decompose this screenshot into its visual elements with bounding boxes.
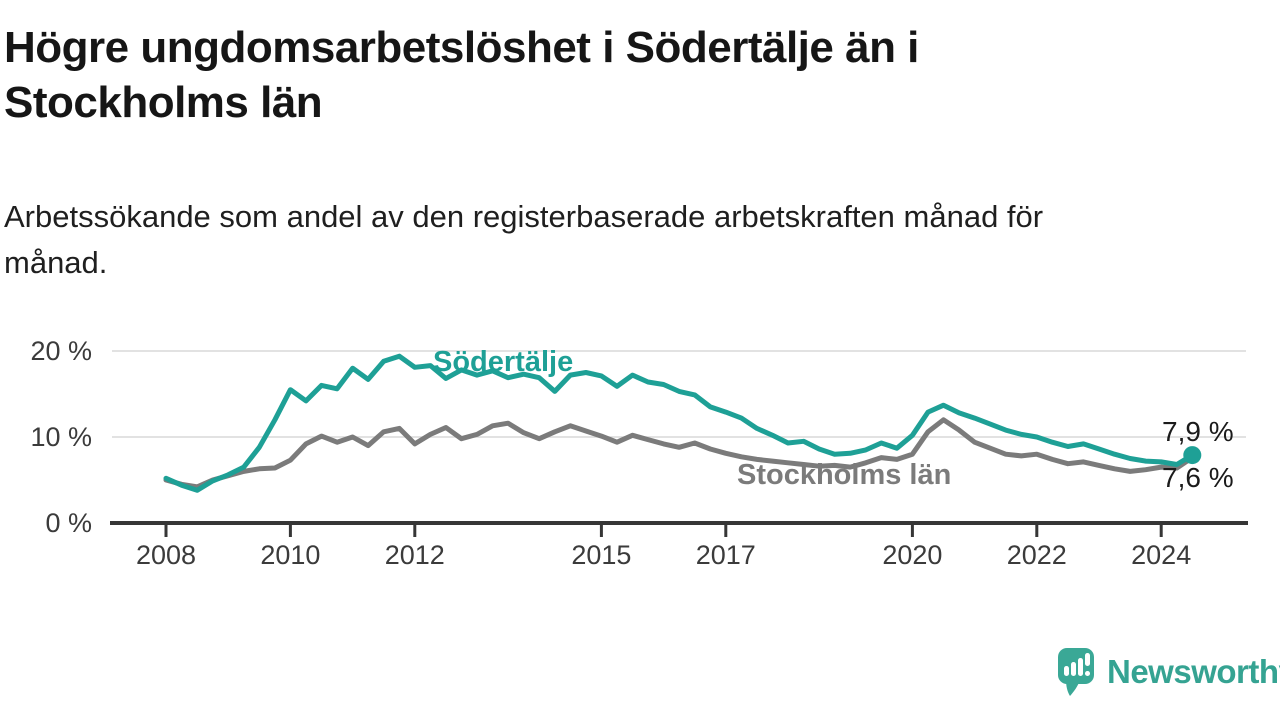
x-axis-label-2008: 2008 — [135, 540, 197, 570]
x-axis-label-2012: 2012 — [384, 540, 445, 570]
y-axis-label-10: 10 % — [30, 422, 92, 452]
x-axis-label-2017: 2017 — [695, 540, 756, 570]
end-value-stockholms-lan: 7,6 % — [1162, 462, 1234, 493]
series-line-sodertalje — [163, 353, 1195, 493]
y-axis-label-20: 20 % — [30, 336, 92, 366]
x-axis-label-2010: 2010 — [260, 540, 321, 570]
subtitle-line-2: månad. — [4, 245, 108, 280]
chart-subtitle: Arbetssökande som andel av den registerb… — [4, 194, 1204, 286]
series-end-dot-sodertalje — [1183, 446, 1202, 465]
series-label-stockholms-lan: Stockholms län — [737, 459, 952, 491]
brand-name: Newsworthy — [1107, 653, 1280, 690]
series-line-stockholms-lan — [163, 417, 1195, 490]
newsworthy-logo: Newsworthy — [1056, 646, 1280, 698]
x-axis-label-2015: 2015 — [571, 540, 632, 570]
page-title: Högre ungdomsarbetslöshet i Södertälje ä… — [4, 20, 1184, 130]
title-line-1: Högre ungdomsarbetslöshet i Södertälje ä… — [4, 23, 919, 72]
x-axis-label-2024: 2024 — [1131, 540, 1192, 570]
x-axis-label-2020: 2020 — [882, 540, 943, 570]
x-axis-label-2022: 2022 — [1006, 540, 1067, 570]
end-value-sodertalje: 7,9 % — [1162, 416, 1234, 447]
series-label-sodertalje: Södertälje — [433, 346, 574, 378]
y-axis-label-0: 0 % — [45, 508, 92, 538]
unemployment-line-chart: 0 % 10 % 20 % 2008 2010 2012 2015 2017 2020 2022… — [0, 320, 1280, 585]
title-line-2: Stockholms län — [4, 78, 323, 127]
newsworthy-bubble-chart-icon — [1058, 648, 1094, 696]
subtitle-line-1: Arbetssökande som andel av den registerb… — [4, 199, 1044, 234]
plot-area — [110, 350, 1248, 537]
